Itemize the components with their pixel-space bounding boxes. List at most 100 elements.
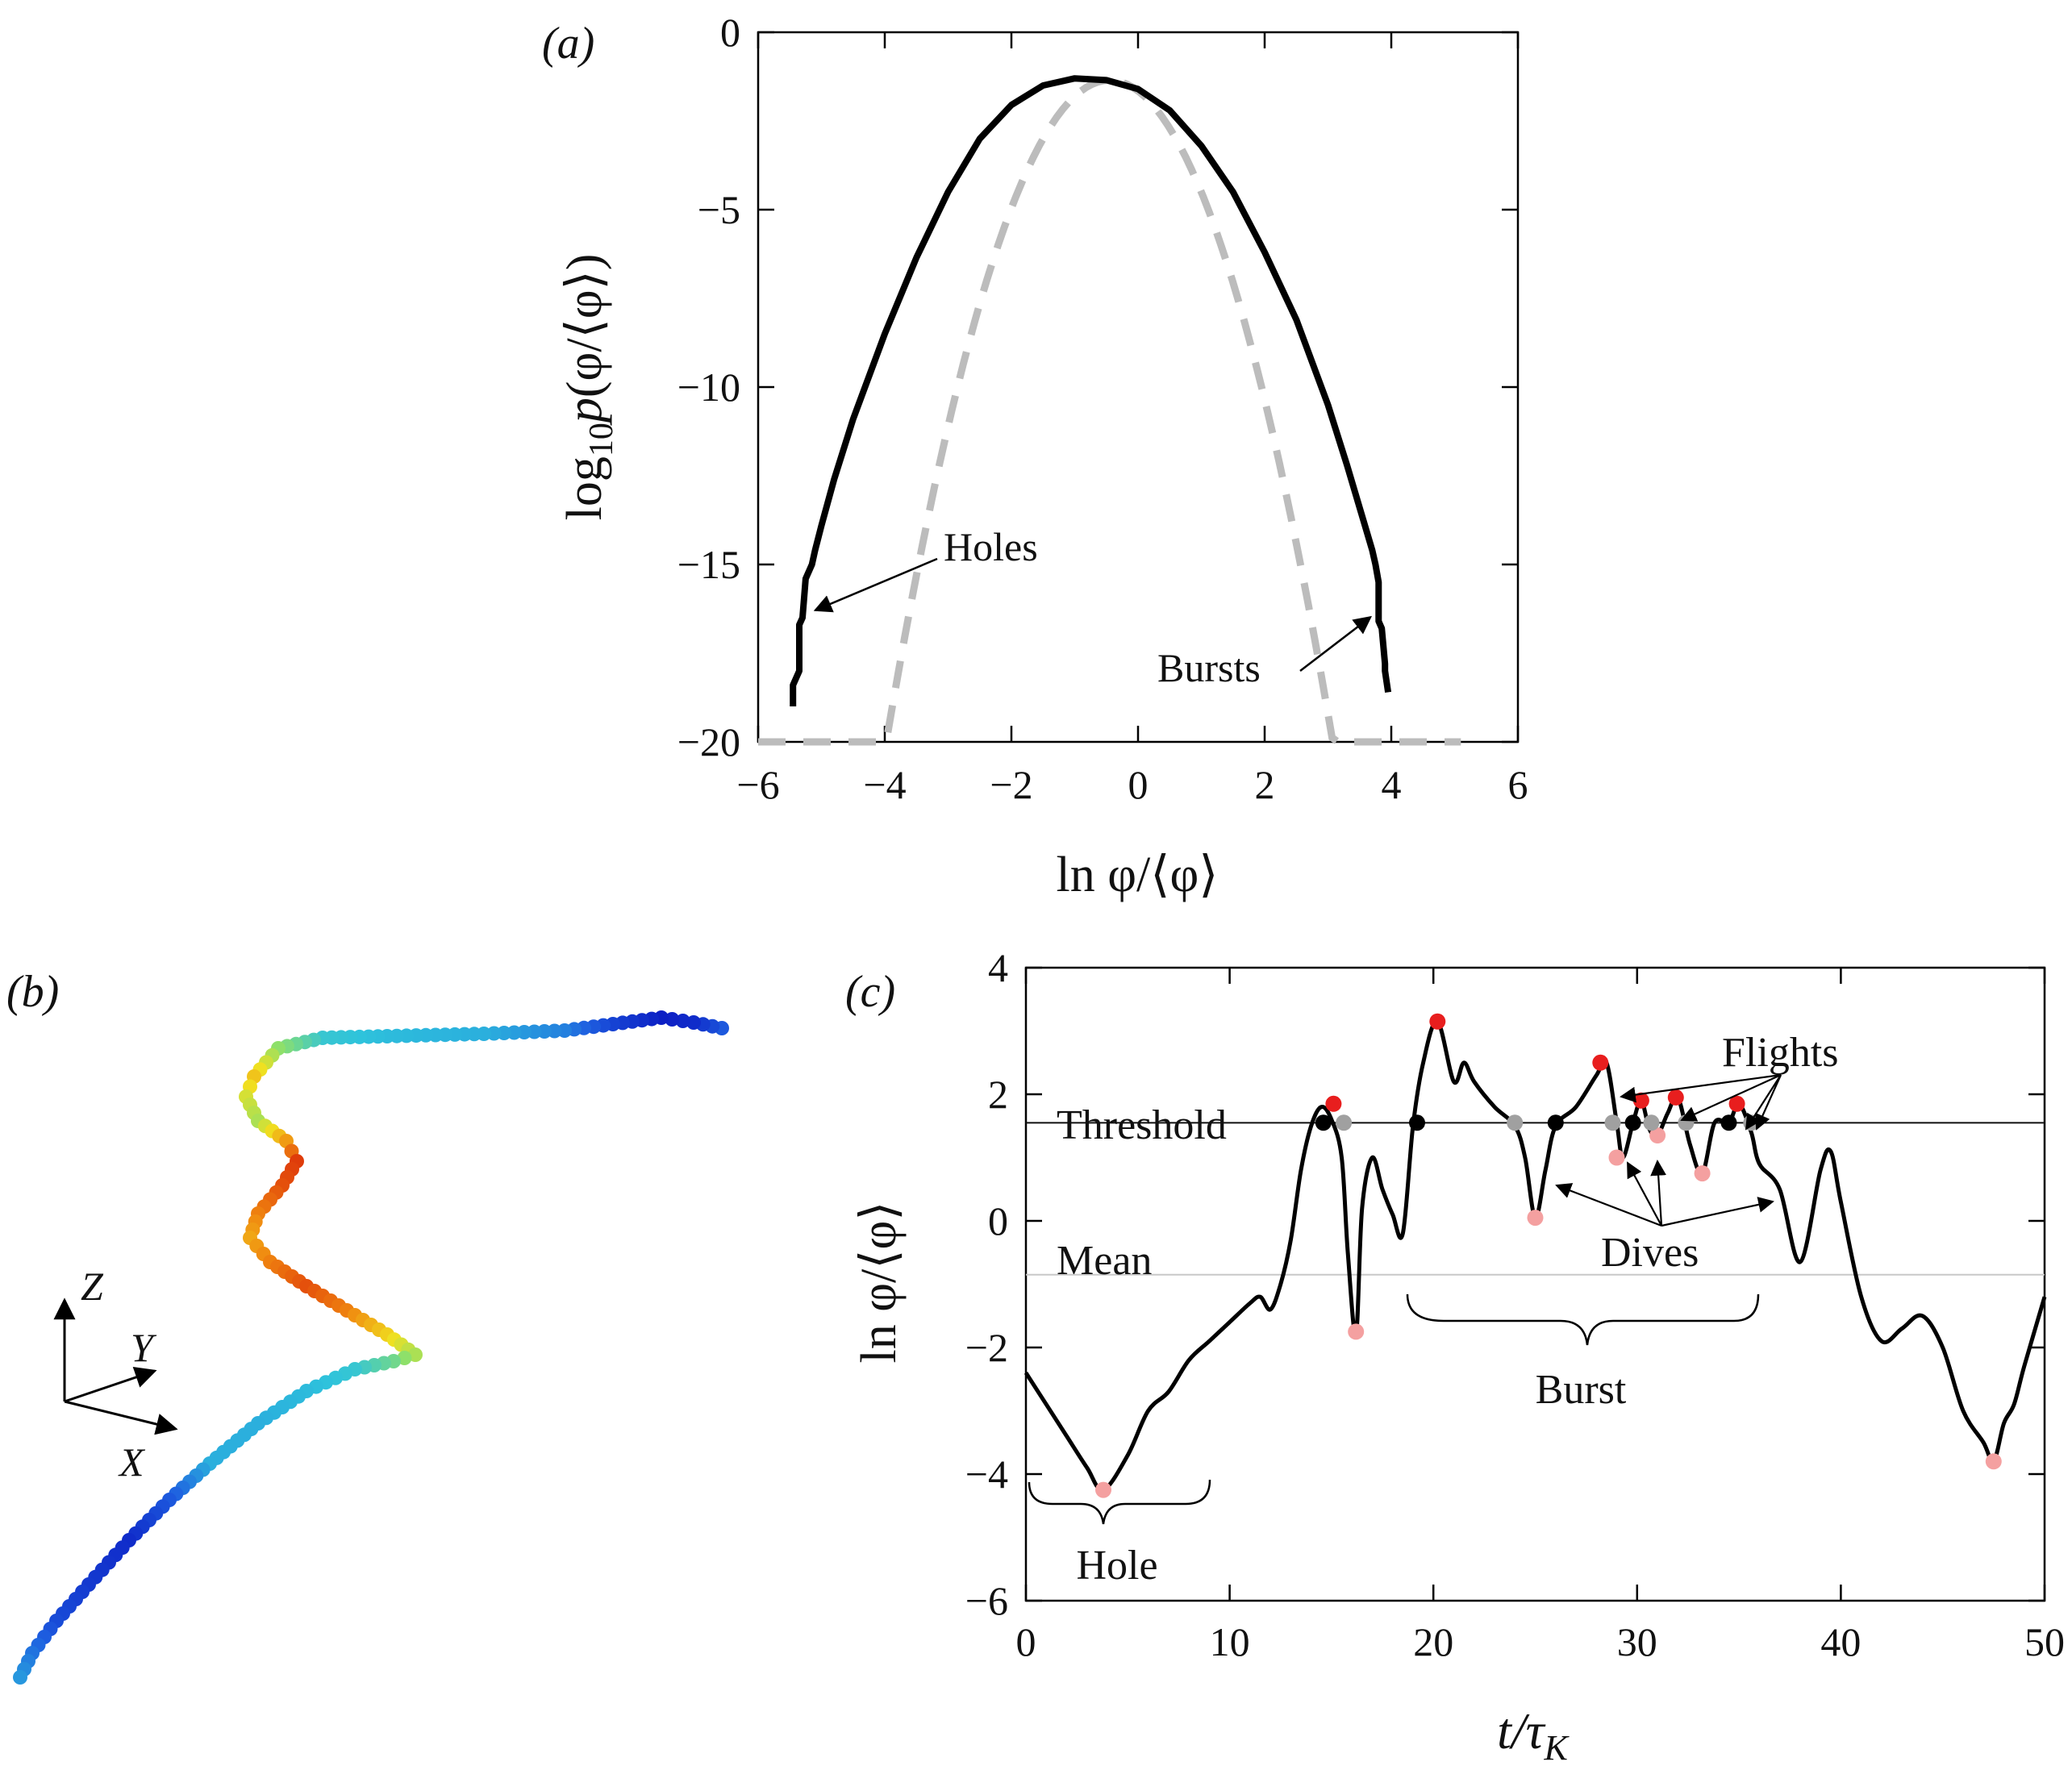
a-xtick-label: 6 bbox=[1508, 762, 1528, 807]
c-ytick-label: −2 bbox=[965, 1325, 1008, 1370]
panel-a-pdf-line bbox=[790, 75, 1392, 706]
svg-text:log10p(φ/⟨φ⟩): log10p(φ/⟨φ⟩) bbox=[557, 254, 620, 521]
holes-annotation: Holes bbox=[944, 524, 1038, 569]
pink-marker bbox=[1095, 1481, 1111, 1498]
c-xtick-label: 0 bbox=[1016, 1619, 1036, 1664]
c-xtick-label: 10 bbox=[1210, 1619, 1250, 1664]
trajectory-bead bbox=[408, 1347, 423, 1362]
panel-a-label: (a) bbox=[542, 19, 594, 69]
trajectory-bead bbox=[665, 1012, 680, 1027]
panel-a-x-ticks: −6 −4 −2 0 2 4 6 bbox=[736, 32, 1528, 807]
gray-marker bbox=[1507, 1114, 1524, 1131]
x-axis-arrow bbox=[64, 1400, 178, 1435]
flights-annotation: Flights bbox=[1722, 1030, 1839, 1076]
trajectory-bead bbox=[675, 1014, 690, 1028]
gray-marker bbox=[1604, 1114, 1621, 1131]
coordinate-axes-triad: Z Y X bbox=[53, 1264, 178, 1485]
a-xtick-label: −2 bbox=[990, 762, 1032, 807]
hole-brace bbox=[1028, 1479, 1211, 1525]
threshold-label: Threshold bbox=[1057, 1102, 1227, 1148]
panel-a-gaussian-fit-line bbox=[758, 76, 1461, 746]
a-ytick-label: −20 bbox=[677, 719, 740, 764]
x-axis-label: X bbox=[118, 1439, 146, 1485]
bursts-annotation: Bursts bbox=[1157, 645, 1261, 690]
red-marker bbox=[1632, 1092, 1649, 1109]
c-ytick-label: 0 bbox=[988, 1198, 1008, 1243]
y-axis-label: Y bbox=[131, 1325, 157, 1370]
a-ytick-label: −10 bbox=[677, 364, 740, 410]
a-xtick-label: −4 bbox=[863, 762, 906, 807]
c-ytick-label: −6 bbox=[965, 1578, 1008, 1623]
panel-a: (a) −6 −4 −2 0 2 4 6 0−5−10−15−20 Holes Bursts… bbox=[542, 10, 1528, 902]
flights-arrows bbox=[1620, 1073, 1782, 1131]
z-axis-label: Z bbox=[81, 1264, 104, 1309]
red-marker bbox=[1325, 1095, 1342, 1112]
panel-c-markers bbox=[1095, 1013, 2002, 1498]
panel-b-label: (b) bbox=[6, 967, 59, 1017]
panel-a-axes-frame bbox=[757, 31, 1520, 743]
mean-label: Mean bbox=[1057, 1238, 1152, 1284]
dives-arrow-3 bbox=[1650, 1160, 1666, 1227]
pink-marker bbox=[1985, 1453, 2002, 1470]
gray-marker bbox=[1678, 1114, 1695, 1131]
black-marker bbox=[1624, 1114, 1641, 1131]
c-xtick-label: 30 bbox=[1617, 1619, 1657, 1664]
black-marker bbox=[1409, 1114, 1425, 1131]
red-marker bbox=[1592, 1054, 1609, 1071]
c-ytick-label: 4 bbox=[988, 945, 1008, 990]
pink-marker bbox=[1527, 1210, 1544, 1227]
pink-marker bbox=[1694, 1165, 1711, 1182]
holes-arrow bbox=[813, 557, 938, 613]
y-axis-arrow bbox=[64, 1367, 157, 1403]
panel-c: (c) 0 10 20 30 40 50 420−2−4−6 Threshold Mean… bbox=[845, 945, 2065, 1766]
dives-arrow-2 bbox=[1627, 1161, 1662, 1227]
black-marker bbox=[1547, 1114, 1564, 1131]
c-xtick-label: 20 bbox=[1413, 1619, 1453, 1664]
a-xtick-label: −6 bbox=[736, 762, 779, 807]
a-ytick-label: −5 bbox=[698, 187, 740, 232]
panel-b: (b) Z Y X bbox=[6, 967, 729, 1685]
dives-annotation: Dives bbox=[1601, 1230, 1699, 1276]
panel-a-x-axis-label: ln φ/⟨φ⟩ bbox=[1057, 848, 1219, 902]
panel-c-axes-frame bbox=[1024, 966, 2046, 1602]
burst-brace bbox=[1406, 1293, 1760, 1346]
hole-annotation: Hole bbox=[1076, 1543, 1157, 1589]
pink-marker bbox=[1348, 1323, 1365, 1340]
pink-marker bbox=[1649, 1127, 1666, 1143]
flights-arrow-3 bbox=[1745, 1074, 1782, 1131]
c-ytick-label: −4 bbox=[965, 1452, 1008, 1497]
c-xtick-label: 50 bbox=[2024, 1619, 2065, 1664]
a-ytick-label: 0 bbox=[720, 10, 740, 55]
panel-a-y-ticks: 0 −5 −10 −15 −20 bbox=[677, 10, 1518, 764]
gray-marker bbox=[1336, 1114, 1353, 1131]
panel-c-x-ticks: 0 10 20 30 40 50 bbox=[1016, 968, 2065, 1664]
flights-arrow-4 bbox=[1755, 1074, 1782, 1131]
dives-arrows bbox=[1555, 1160, 1774, 1227]
panel-c-x-axis-label: t/τK bbox=[1497, 1702, 1570, 1766]
a-xtick-label: 4 bbox=[1382, 762, 1402, 807]
red-marker bbox=[1728, 1095, 1745, 1112]
a-xtick-label: 2 bbox=[1255, 762, 1275, 807]
a-xtick-label: 0 bbox=[1128, 762, 1149, 807]
particle-trajectory-beads bbox=[13, 1010, 729, 1685]
bursts-arrow bbox=[1299, 615, 1373, 672]
panel-a-y-axis-label: log10p(φ/⟨φ⟩) bbox=[557, 254, 620, 521]
dives-arrow-4 bbox=[1661, 1197, 1774, 1227]
trajectory-bead bbox=[397, 1351, 412, 1365]
black-marker bbox=[1315, 1114, 1332, 1131]
burst-annotation: Burst bbox=[1536, 1367, 1627, 1413]
trajectory-bead bbox=[13, 1670, 27, 1685]
panel-c-y-axis-label: ln φ/⟨φ⟩ bbox=[852, 1202, 907, 1364]
y-label-func: p bbox=[557, 398, 612, 426]
y-label-log: log bbox=[557, 456, 612, 520]
a-ytick-label: −15 bbox=[677, 542, 740, 587]
pink-marker bbox=[1608, 1149, 1625, 1166]
flights-arrow-1 bbox=[1620, 1073, 1782, 1103]
y-label-sub: 10 bbox=[583, 423, 620, 456]
red-marker bbox=[1667, 1089, 1684, 1106]
y-label-arg: (φ/⟨φ⟩) bbox=[557, 254, 612, 398]
flights-arrow-2 bbox=[1680, 1073, 1782, 1122]
panel-c-y-ticks: 4 2 0 −2 −4 −6 bbox=[965, 945, 2045, 1623]
gray-marker bbox=[1643, 1114, 1660, 1131]
